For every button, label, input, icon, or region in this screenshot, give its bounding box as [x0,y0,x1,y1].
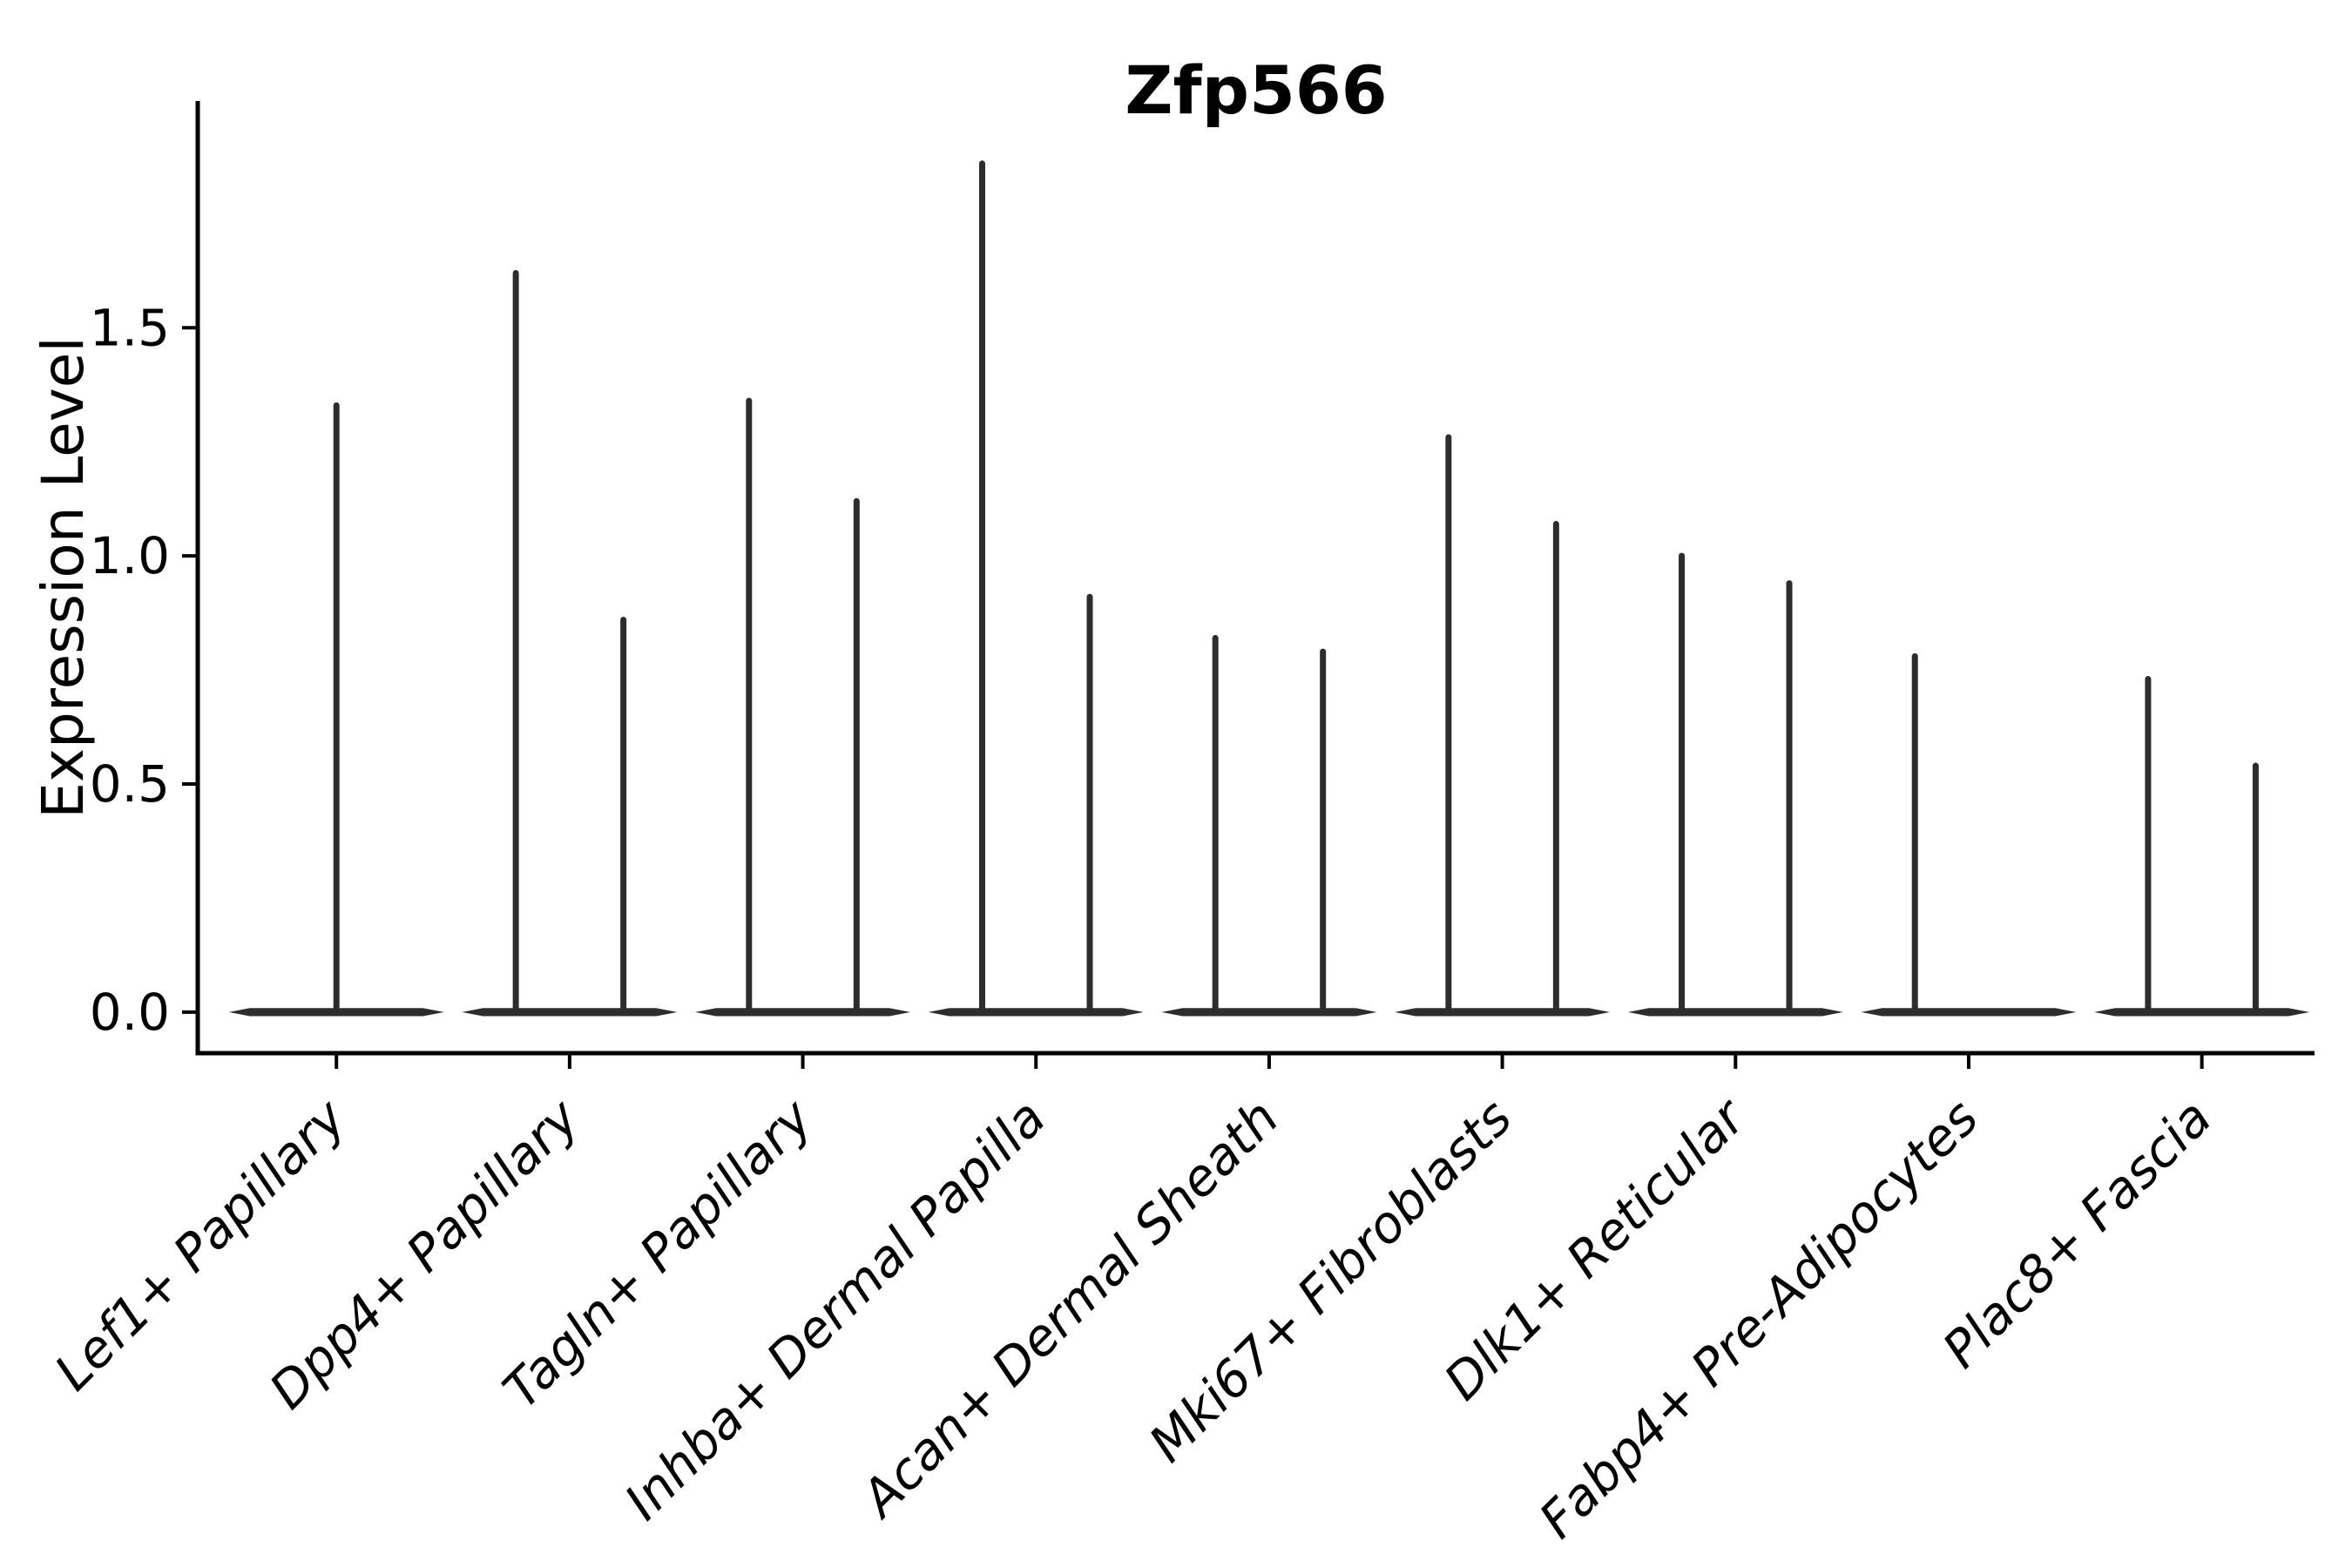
violin-body-1 [462,1008,678,1017]
violin-body-3 [928,1008,1144,1017]
x-tick-label: Inhba+ Dermal Papilla [613,1088,1057,1531]
y-tick-label: 0.5 [90,754,170,814]
y-axis-label: Expression Level [30,336,97,818]
y-tick-label: 0.0 [90,983,170,1042]
violin-body-8 [2094,1008,2310,1017]
y-tick-label: 1.0 [90,526,170,585]
chart-title: Zfp566 [1125,51,1387,129]
violin-body-4 [1161,1008,1377,1017]
y-tick-label: 1.5 [90,298,170,357]
violin-body-7 [1861,1008,2077,1017]
violin-body-6 [1627,1008,1843,1017]
violin-body-2 [695,1008,911,1017]
x-tick-label: Fabp4+ Pre-Adipocytes [1528,1088,1990,1550]
violins-layer [228,160,2310,1017]
x-tick-label: Acan+ Dermal Sheath [848,1088,1290,1531]
violin-body-5 [1395,1008,1611,1017]
